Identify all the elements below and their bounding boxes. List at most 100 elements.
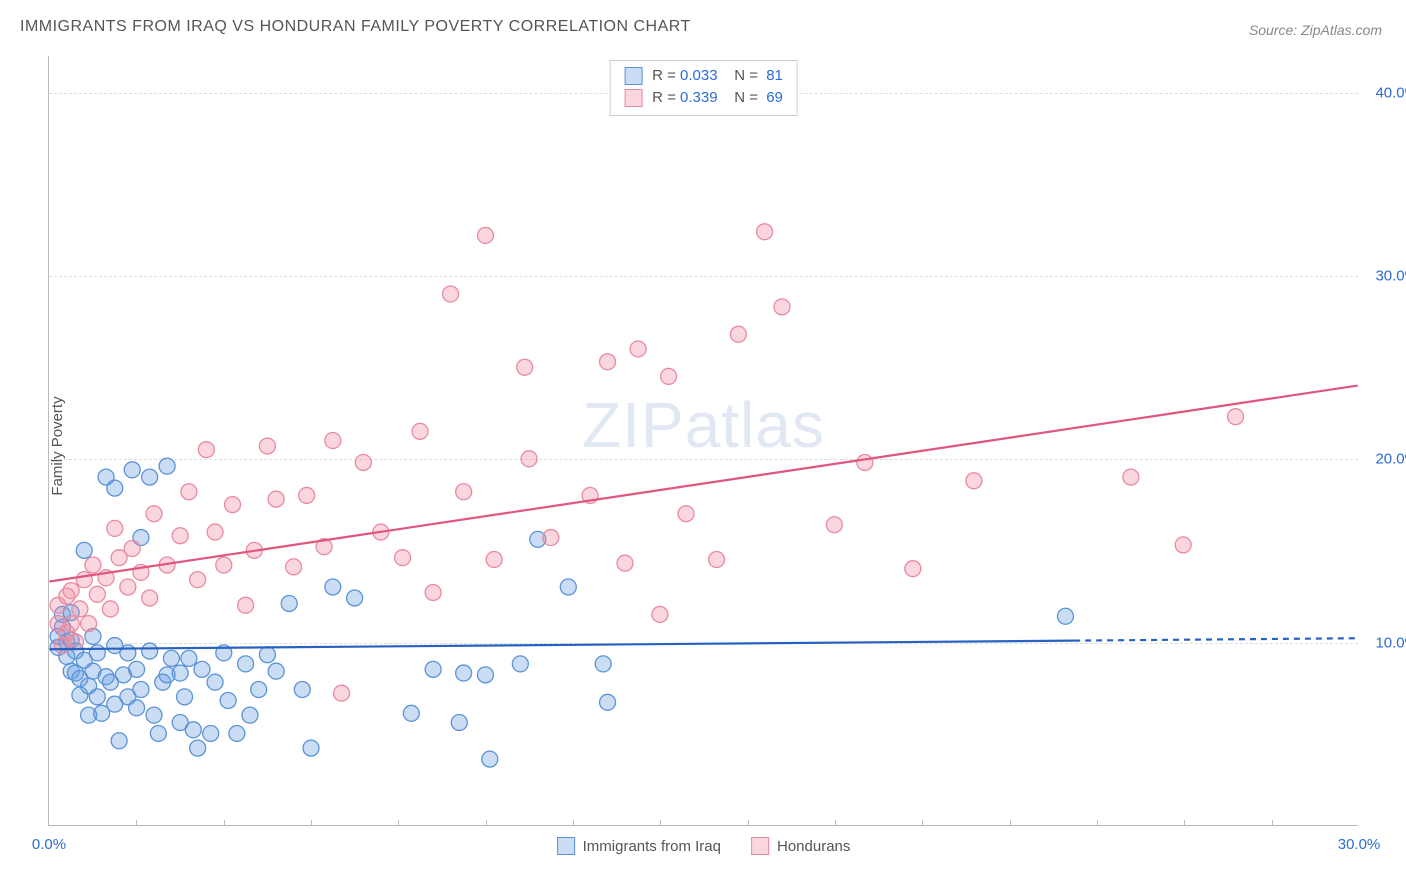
- scatter-point: [857, 454, 873, 470]
- scatter-point: [560, 579, 576, 595]
- scatter-point: [355, 454, 371, 470]
- scatter-point: [190, 740, 206, 756]
- scatter-point: [661, 368, 677, 384]
- scatter-point: [425, 661, 441, 677]
- scatter-point: [229, 725, 245, 741]
- correlation-legend: R = 0.033 N = 81 R = 0.339 N = 69: [609, 60, 798, 116]
- xlegend-label-0: Immigrants from Iraq: [583, 838, 721, 855]
- scatter-point: [294, 682, 310, 698]
- scatter-point: [1123, 469, 1139, 485]
- source-label: Source:: [1249, 22, 1301, 38]
- scatter-point: [334, 685, 350, 701]
- legend-text-1: R = 0.339 N = 69: [652, 87, 783, 109]
- scatter-point: [120, 645, 136, 661]
- scatter-point: [120, 579, 136, 595]
- legend-swatch-1: [624, 89, 642, 107]
- scatter-point: [203, 725, 219, 741]
- xlegend-swatch-0: [557, 837, 575, 855]
- x-tick-label: 30.0%: [1338, 836, 1381, 853]
- scatter-point: [678, 506, 694, 522]
- scatter-point: [163, 650, 179, 666]
- xlegend-item-0: Immigrants from Iraq: [557, 837, 721, 855]
- scatter-point: [600, 354, 616, 370]
- scatter-point: [617, 555, 633, 571]
- scatter-point: [238, 656, 254, 672]
- scatter-point: [1228, 409, 1244, 425]
- scatter-point: [190, 572, 206, 588]
- scatter-point: [251, 682, 267, 698]
- y-tick-label: 40.0%: [1364, 84, 1406, 101]
- scatter-point: [81, 616, 97, 632]
- scatter-point: [966, 473, 982, 489]
- scatter-point: [129, 700, 145, 716]
- scatter-point: [63, 616, 79, 632]
- plot-area: ZIPatlas 10.0%20.0%30.0%40.0% 0.0%30.0% …: [48, 56, 1358, 826]
- scatter-point: [107, 520, 123, 536]
- trend-line-dashed: [1074, 638, 1357, 640]
- source-attribution: Source: ZipAtlas.com: [1249, 22, 1382, 38]
- scatter-point: [72, 601, 88, 617]
- source-name: ZipAtlas.com: [1301, 22, 1382, 38]
- scatter-point: [730, 326, 746, 342]
- scatter-point: [521, 451, 537, 467]
- scatter-point: [412, 423, 428, 439]
- scatter-point: [325, 433, 341, 449]
- scatter-point: [172, 528, 188, 544]
- scatter-point: [177, 689, 193, 705]
- chart-title: IMMIGRANTS FROM IRAQ VS HONDURAN FAMILY …: [20, 18, 691, 36]
- legend-swatch-0: [624, 67, 642, 85]
- scatter-point: [259, 647, 275, 663]
- scatter-point: [543, 530, 559, 546]
- scatter-point: [595, 656, 611, 672]
- y-tick-label: 10.0%: [1364, 634, 1406, 651]
- scatter-point: [477, 227, 493, 243]
- scatter-point: [456, 665, 472, 681]
- scatter-point: [774, 299, 790, 315]
- xlegend-swatch-1: [751, 837, 769, 855]
- scatter-point: [486, 552, 502, 568]
- scatter-point: [150, 725, 166, 741]
- scatter-point: [709, 552, 725, 568]
- scatter-point: [238, 597, 254, 613]
- xlegend-label-1: Hondurans: [777, 838, 850, 855]
- scatter-point: [63, 583, 79, 599]
- scatter-point: [89, 586, 105, 602]
- scatter-point: [482, 751, 498, 767]
- scatter-point: [181, 650, 197, 666]
- scatter-point: [76, 572, 92, 588]
- scatter-point: [111, 733, 127, 749]
- scatter-point: [303, 740, 319, 756]
- trend-line: [49, 386, 1357, 582]
- scatter-point: [159, 458, 175, 474]
- scatter-point: [194, 661, 210, 677]
- y-tick-label: 20.0%: [1364, 451, 1406, 468]
- scatter-point: [146, 707, 162, 723]
- scatter-point: [403, 705, 419, 721]
- x-tick-label: 0.0%: [32, 836, 66, 853]
- scatter-point: [142, 590, 158, 606]
- scatter-point: [181, 484, 197, 500]
- legend-text-0: R = 0.033 N = 81: [652, 65, 783, 87]
- scatter-point: [451, 714, 467, 730]
- scatter-point: [124, 462, 140, 478]
- legend-row-1: R = 0.339 N = 69: [624, 87, 783, 109]
- scatter-point: [757, 224, 773, 240]
- scatter-point: [600, 694, 616, 710]
- scatter-point: [216, 557, 232, 573]
- scatter-point: [1175, 537, 1191, 553]
- scatter-point: [89, 645, 105, 661]
- xlegend-item-1: Hondurans: [751, 837, 850, 855]
- scatter-point: [242, 707, 258, 723]
- scatter-point: [425, 584, 441, 600]
- scatter-point: [207, 524, 223, 540]
- scatter-point: [76, 542, 92, 558]
- scatter-point: [395, 550, 411, 566]
- legend-row-0: R = 0.033 N = 81: [624, 65, 783, 87]
- scatter-point: [107, 480, 123, 496]
- scatter-point: [268, 663, 284, 679]
- scatter-point: [477, 667, 493, 683]
- scatter-point: [443, 286, 459, 302]
- scatter-point: [102, 601, 118, 617]
- scatter-point: [185, 722, 201, 738]
- scatter-point: [68, 634, 84, 650]
